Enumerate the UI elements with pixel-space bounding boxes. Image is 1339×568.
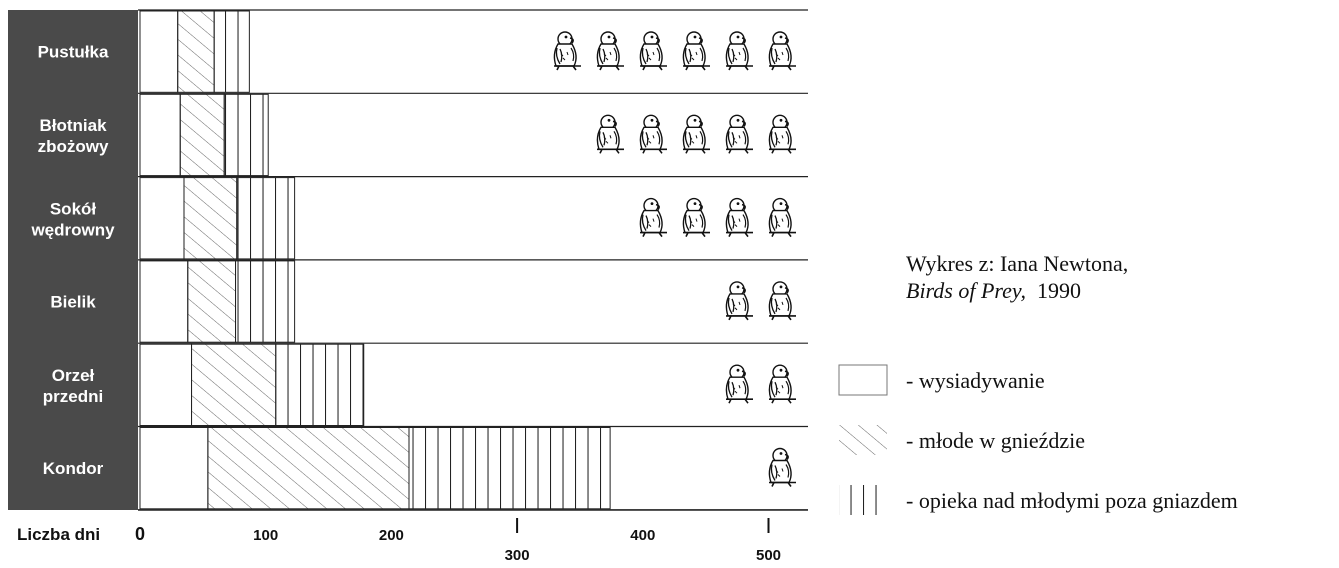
bar-segment-vertical: [275, 343, 365, 427]
category-label: Orzeł: [52, 366, 95, 385]
category-label: Pustułka: [38, 43, 109, 62]
bar-segment-vertical: [235, 260, 296, 343]
legend-swatch-vertical: [839, 485, 887, 515]
bird-icon: [639, 31, 668, 71]
bar-segment-diagonal: [179, 93, 225, 177]
bird-icon: [596, 31, 625, 71]
bars-layer: [138, 9, 808, 511]
bar-segment-diagonal: [177, 10, 215, 93]
category-label: Kondor: [43, 459, 104, 478]
bar-segment-blank: [139, 93, 181, 177]
category-label-panel: [8, 10, 138, 510]
bird-icon: [768, 281, 797, 321]
source-line-1: Wykres z: Iana Newtona,: [906, 251, 1129, 276]
bar-segment-vertical: [213, 10, 250, 93]
legend-swatch-diagonal: [839, 425, 887, 455]
category-label: Sokół: [50, 199, 97, 218]
bird-icon: [725, 31, 754, 71]
x-tick-label: 0: [135, 524, 145, 544]
x-axis: 0 100 200 300 400 500: [135, 509, 808, 564]
bird-icon: [639, 197, 668, 238]
bar-segment-diagonal: [187, 260, 237, 343]
bird-icon: [725, 364, 754, 405]
category-label: wędrowny: [30, 220, 115, 239]
bird-icon: [725, 197, 754, 238]
bird-icon: [725, 114, 754, 155]
x-axis-label: Liczba dni: [17, 525, 100, 544]
source-line-2: Birds of Prey, 1990: [906, 277, 1128, 304]
x-tick-label: 100: [253, 527, 278, 544]
bird-icon: [768, 364, 797, 405]
source-book-title: Birds of Prey,: [906, 278, 1026, 303]
x-tick-label: 300: [505, 547, 530, 564]
category-labels-layer: Pustułka Błotniak zbożowy Sokół wędrowny Biel…: [30, 43, 115, 478]
bar-segment-diagonal: [191, 343, 277, 427]
x-tick-label: 400: [630, 527, 655, 544]
bar-segment-blank: [139, 343, 193, 427]
bird-icon: [553, 31, 582, 71]
bird-icons-layer: [553, 31, 797, 488]
category-label: zbożowy: [38, 137, 109, 156]
bar-segment-vertical: [223, 93, 269, 177]
bar-segment-vertical: [408, 427, 611, 510]
legend-swatch-blank: [838, 364, 888, 396]
bar-segment-diagonal: [207, 427, 410, 510]
bird-icon: [768, 114, 797, 155]
legend-label-incubation: - wysiadywanie: [906, 368, 1045, 393]
bar-segment-diagonal: [183, 177, 238, 260]
bar-segment-blank: [139, 10, 179, 93]
bird-icon: [639, 114, 668, 155]
legend-label-nestlings: - młode w gnieździe: [906, 428, 1085, 453]
bird-icon: [682, 31, 711, 71]
bird-icon: [768, 31, 797, 71]
bird-icon: [768, 197, 797, 238]
bird-icon: [596, 114, 625, 155]
bar-segment-blank: [139, 177, 185, 260]
bird-icon: [682, 197, 711, 238]
legend-label-postfledging: - opieka nad młodymi poza gniazdem: [906, 488, 1238, 513]
source-citation: Wykres z: Iana Newtona, Birds of Prey, 1…: [906, 250, 1128, 304]
bar-segment-blank: [139, 427, 209, 510]
category-label: Bielik: [50, 293, 96, 312]
bird-icon: [682, 114, 711, 155]
source-year: 1990: [1036, 278, 1081, 303]
category-label: przedni: [43, 387, 103, 406]
bar-segment-blank: [139, 260, 189, 343]
x-tick-label: 200: [379, 527, 404, 544]
x-tick-label: 500: [756, 547, 781, 564]
category-label: Błotniak: [39, 116, 107, 135]
bird-icon: [768, 447, 797, 488]
bar-segment-vertical: [236, 177, 296, 260]
bird-icon: [725, 281, 754, 321]
